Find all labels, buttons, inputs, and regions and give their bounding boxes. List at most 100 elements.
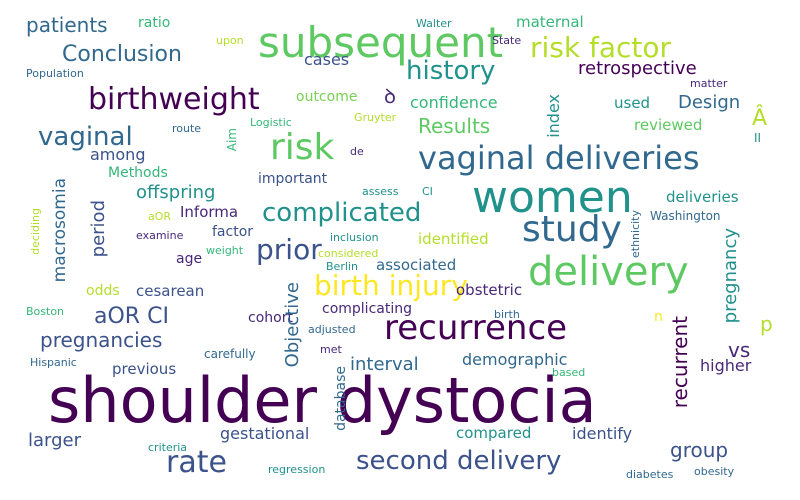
word-hispanic: Hispanic [30, 356, 77, 369]
word-weight: weight [206, 244, 244, 257]
word-vaginal: vaginal [38, 122, 133, 152]
word-aim: Aim [225, 128, 239, 152]
word-complicating: complicating [322, 301, 412, 317]
word-methods: Methods [108, 165, 168, 181]
word-design: Design [678, 92, 741, 113]
word-important: important [258, 171, 328, 187]
word-odds: odds [86, 283, 120, 299]
word-age: age [176, 251, 203, 267]
word-considered: considered [318, 247, 379, 260]
word-ratio: ratio [138, 15, 171, 31]
word-rate: rate [166, 445, 227, 480]
word-database: database [333, 366, 349, 431]
word-demographic: demographic [462, 350, 568, 369]
word-birth: birth [494, 308, 520, 321]
word-index: index [544, 94, 563, 138]
word-outcome: outcome [296, 89, 358, 105]
word-interval: interval [350, 354, 419, 375]
word-washington: Washington [650, 209, 721, 223]
word-gestational: gestational [220, 424, 310, 443]
word-deciding: deciding [29, 208, 42, 255]
word-retrospective: retrospective [578, 58, 697, 79]
word-route: route [172, 122, 202, 135]
word-cohort: cohort [248, 310, 293, 326]
word-used: used [614, 94, 651, 112]
word-vaginal-deliveries: vaginal deliveries [418, 139, 700, 177]
word-examine: examine [136, 229, 184, 242]
word-based: based [552, 366, 586, 379]
word-larger: larger [28, 430, 82, 451]
word-obstetric: obstetric [456, 281, 523, 299]
word-adjusted: adjusted [308, 323, 356, 336]
word-delivery: delivery [528, 249, 689, 295]
word-recurrence: recurrence [384, 308, 568, 348]
word-ci: CI [422, 185, 433, 198]
word-cases: cases [304, 50, 350, 69]
word-inclusion: inclusion [330, 231, 379, 244]
word-n: n [654, 309, 663, 325]
word-period: period [88, 200, 109, 258]
word-macrosomia: macrosomia [50, 178, 70, 283]
word-recurrent: recurrent [668, 316, 692, 409]
word-ii: II [754, 131, 762, 145]
word-gruyter: Gruyter [354, 111, 397, 124]
word-state: State [492, 34, 522, 47]
word-berlin: Berlin [326, 260, 358, 273]
word-diabetes: diabetes [626, 468, 674, 481]
word-p: p [760, 312, 773, 336]
word-carefully: carefully [204, 347, 256, 361]
word-risk-factor: risk factor [530, 31, 672, 64]
word-regression: regression [268, 463, 326, 476]
word-criteria: criteria [148, 441, 188, 454]
word-previous: previous [112, 360, 177, 378]
word-matter: matter [690, 77, 728, 90]
word-second-delivery: second delivery [356, 446, 562, 476]
word-a-circumflex: Â [752, 106, 768, 131]
word-aor: aOR [148, 210, 172, 223]
word-pregnancy: pregnancy [720, 228, 741, 324]
word-group: group [670, 438, 729, 462]
word-identified: identified [418, 230, 489, 248]
word-history: history [406, 56, 496, 86]
word-associated: associated [376, 256, 457, 274]
word-conclusion: Conclusion [62, 42, 182, 67]
word-boston: Boston [26, 305, 65, 318]
word-subsequent: subsequent [258, 18, 504, 67]
word-aor-ci: aOR CI [94, 304, 169, 329]
word-met: met [320, 343, 342, 356]
word-factor: factor [212, 224, 254, 240]
word-deliveries: deliveries [666, 188, 739, 206]
word-maternal: maternal [516, 13, 584, 31]
word-reviewed: reviewed [634, 116, 703, 134]
word-study: study [522, 209, 622, 250]
word-identify: identify [572, 424, 633, 443]
word-upon: upon [216, 34, 244, 47]
word-women: women [472, 172, 633, 223]
word-birthweight: birthweight [88, 82, 260, 117]
word-informa: Informa [180, 203, 239, 221]
word-pregnancies: pregnancies [40, 328, 163, 352]
word-walter: Walter [416, 17, 452, 30]
word-complicated: complicated [262, 198, 422, 228]
word-symbol: ꝺ [384, 84, 396, 108]
word-de: de [350, 145, 364, 158]
word-ethnicity: ethnicity [629, 210, 642, 259]
word-vs: vs [728, 338, 751, 362]
word-shoulder-dystocia: shoulder dystocia [48, 364, 597, 437]
word-compared: compared [456, 424, 532, 442]
word-objective: Objective [282, 282, 303, 368]
word-prior: prior [256, 233, 322, 266]
word-logistic: Logistic [250, 116, 292, 129]
word-confidence: confidence [410, 93, 498, 112]
word-among: among [90, 145, 146, 164]
word-higher: higher [700, 356, 752, 375]
word-cesarean: cesarean [136, 282, 205, 300]
word-results: Results [418, 114, 491, 138]
word-birth-injury: birth injury [314, 269, 468, 302]
word-obesity: obesity [694, 465, 735, 478]
word-population: Population [26, 67, 84, 80]
word-risk: risk [270, 127, 335, 168]
word-assess: assess [362, 185, 399, 198]
word-offspring: offspring [136, 182, 216, 203]
